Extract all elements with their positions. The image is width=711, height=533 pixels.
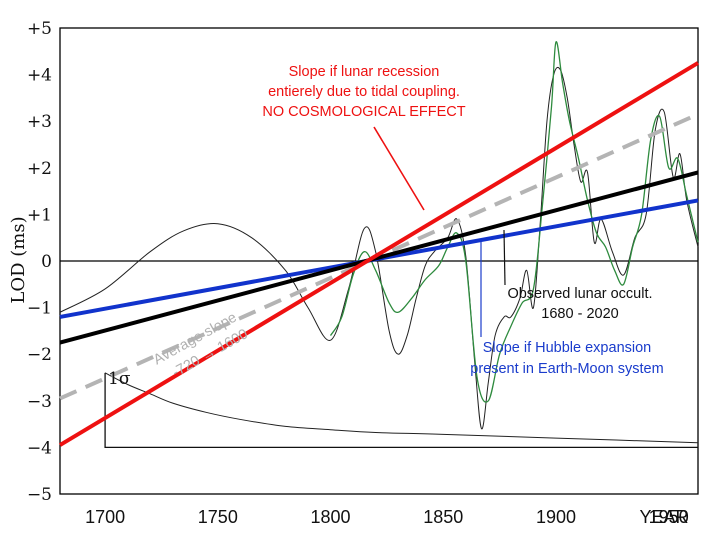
hubble-annotation: Slope if Hubble expansion present in Ear… — [470, 340, 663, 377]
y-tick-label: −4 — [27, 438, 52, 458]
tidal-annotation-line: entierely due to tidal coupling. — [268, 84, 460, 100]
y-tick-label: +5 — [27, 19, 52, 39]
x-tick-label: 1850 — [423, 507, 463, 527]
y-tick-label: −1 — [27, 299, 52, 319]
average-slope-annotation: Average slope -720 → 1600 — [151, 310, 251, 381]
observed-lod-curve — [59, 66, 699, 430]
y-tick-label: −2 — [27, 345, 52, 365]
average-slope-line — [59, 170, 699, 345]
y-tick-label: −5 — [27, 485, 52, 505]
y-tick-label: +4 — [27, 66, 52, 86]
x-tick-label: 1700 — [85, 507, 125, 527]
x-tick-label: 1900 — [536, 507, 576, 527]
y-tick-label: +2 — [27, 159, 52, 179]
tidal-annotation-line: NO COSMOLOGICAL EFFECT — [262, 104, 465, 120]
x-axis-ticks: 1700 1750 1800 1850 1900 1950 — [85, 507, 689, 527]
hubble-annotation-line: present in Earth-Moon system — [470, 361, 663, 377]
sigma-baseline — [104, 372, 698, 449]
observed-lod-green-curve — [329, 41, 699, 403]
x-tick-label: 1800 — [311, 507, 351, 527]
y-axis-label: LOD (ms) — [8, 216, 29, 303]
y-axis-ticks: +5 +4 +3 +2 +1 0 −1 −2 −3 −4 −5 — [27, 19, 52, 505]
x-axis-label: YEAR — [639, 507, 688, 527]
sigma-label: 1σ — [108, 369, 131, 389]
y-tick-label: +1 — [27, 205, 52, 225]
tidal-annotation-line: Slope if lunar recession — [289, 64, 440, 80]
hubble-annotation-line: Slope if Hubble expansion — [483, 340, 651, 356]
x-tick-label: 1950 — [649, 507, 689, 527]
observed-annotation-line: 1680 - 2020 — [541, 306, 618, 322]
observed-annotation-leader — [503, 229, 506, 286]
tidal-annotation-leader — [373, 126, 425, 211]
tidal-slope-line — [58, 61, 700, 447]
x-tick-label: 1750 — [198, 507, 238, 527]
y-tick-label: 0 — [41, 252, 52, 272]
curves — [58, 41, 700, 449]
sigma-envelope-curve — [104, 372, 699, 444]
y-tick-label: +3 — [27, 112, 52, 132]
tidal-annotation: Slope if lunar recession entierely due t… — [262, 64, 465, 120]
y-tick-label: −3 — [27, 392, 52, 412]
observed-annotation-line: Observed lunar occult. — [507, 286, 652, 302]
observed-annotation: Observed lunar occult. 1680 - 2020 — [507, 286, 652, 322]
